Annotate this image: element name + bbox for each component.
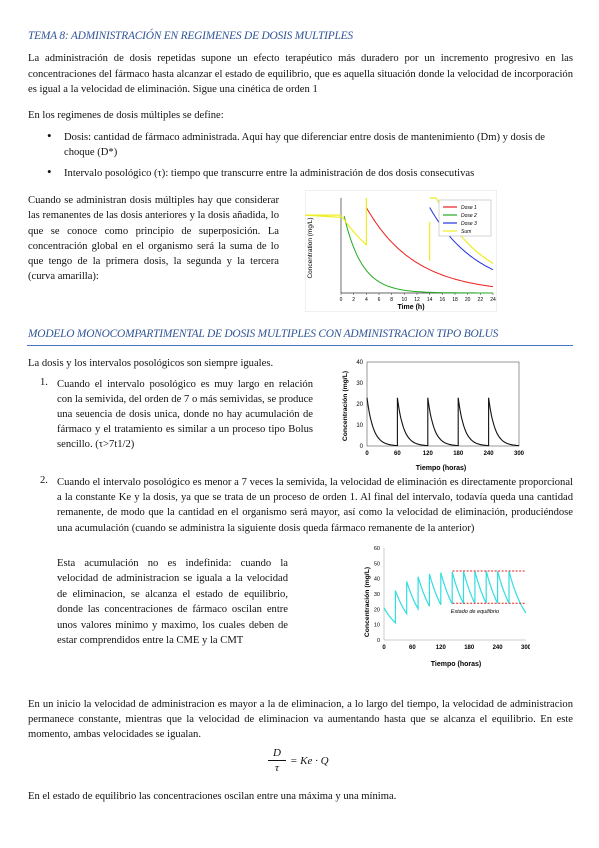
accumulation-chart: 0 10 20 30 40 50 60 0 60 120 180 240 300 Estado de eq… bbox=[364, 546, 530, 668]
x-tick-label: 240 bbox=[493, 645, 504, 651]
item-number: 2. bbox=[40, 475, 48, 486]
final-paragraph: En el estado de equilibrio las concentra… bbox=[28, 791, 397, 802]
y-tick-label: 30 bbox=[356, 381, 363, 387]
x-tick-label: 180 bbox=[464, 645, 475, 651]
fraction-bar bbox=[268, 760, 286, 761]
x-tick-label: 60 bbox=[394, 451, 401, 457]
heading-tema-8: TEMA 8: ADMINISTRACIÓN EN REGIMENES DE D… bbox=[28, 30, 353, 42]
intro-paragraph: La administración de dosis repetidas sup… bbox=[28, 53, 573, 96]
item-number: 1. bbox=[40, 377, 48, 388]
y-tick-label: 20 bbox=[356, 402, 363, 408]
y-tick-label: 20 bbox=[374, 607, 380, 613]
x-tick-label: 300 bbox=[514, 451, 525, 457]
legend-box bbox=[438, 199, 492, 237]
x-tick-label: 4 bbox=[365, 297, 368, 303]
x-axis-label: Time (h) bbox=[397, 304, 424, 311]
x-tick-label: 240 bbox=[484, 451, 495, 457]
x-tick-label: 22 bbox=[478, 297, 484, 303]
y-tick-label: 50 bbox=[374, 561, 380, 567]
formula-numerator: D bbox=[273, 747, 281, 759]
x-tick-label: 300 bbox=[521, 645, 530, 651]
legend-entry: Dose 2 bbox=[461, 213, 477, 219]
x-tick-label: 14 bbox=[427, 297, 433, 303]
series-sum-initial bbox=[305, 214, 367, 246]
bullet-marker: • bbox=[47, 164, 52, 179]
y-tick-label: 40 bbox=[356, 360, 363, 366]
x-tick-label: 0 bbox=[340, 297, 343, 303]
x-tick-label: 0 bbox=[365, 451, 369, 457]
accumulation-series bbox=[383, 570, 527, 625]
item-2-text: Cuando el intervalo posológico es menor … bbox=[57, 477, 573, 534]
bullet-intervalo: Intervalo posológico (τ): tiempo que tra… bbox=[64, 168, 475, 179]
formula-fraction: D τ bbox=[268, 747, 286, 774]
y-tick-label: 0 bbox=[360, 444, 364, 450]
x-tick-label: 60 bbox=[409, 645, 416, 651]
x-tick-label: 18 bbox=[452, 297, 458, 303]
heading-modelo-bolus: MODELO MONOCOMPARTIMENTAL DE DOSIS MULTI… bbox=[28, 328, 499, 340]
x-tick-label: 180 bbox=[453, 451, 464, 457]
bolus-chart: 0 10 20 30 40 0 60 120 180 240 300 Concentración (… bbox=[342, 360, 525, 472]
x-tick-label: 120 bbox=[423, 451, 434, 457]
indefinite-paragraph: Esta acumulación no es indefinida: cuand… bbox=[57, 558, 288, 647]
x-tick-label: 16 bbox=[440, 297, 446, 303]
bullet-marker: • bbox=[47, 128, 52, 143]
series-dose-1 bbox=[365, 207, 494, 288]
plot-frame bbox=[366, 361, 520, 447]
x-tick-label: 6 bbox=[378, 297, 381, 303]
y-axis-label: Concentración (mg/L) bbox=[364, 567, 371, 637]
x-tick-label: 120 bbox=[436, 645, 447, 651]
superposition-paragraph: Cuando se administran dosis múltiples ha… bbox=[28, 195, 279, 283]
y-tick-label: 60 bbox=[374, 546, 380, 552]
legend-entry: Sum bbox=[461, 229, 471, 235]
y-tick-label: 30 bbox=[374, 592, 380, 598]
y-tick-label: 40 bbox=[374, 577, 380, 583]
y-axis-label: Concentración (mg/L) bbox=[342, 371, 349, 441]
y-tick-label: 0 bbox=[377, 638, 380, 644]
velocity-paragraph: En un inicio la velocidad de administrac… bbox=[28, 699, 573, 741]
y-tick-label: 10 bbox=[374, 623, 380, 629]
formula-denominator: τ bbox=[275, 762, 279, 774]
steady-state-annotation: Estado de equilibrio bbox=[451, 609, 499, 615]
item-1-text: Cuando el intervalo posológico es muy la… bbox=[57, 379, 313, 451]
bullet-dosis: Dosis: cantidad de fármaco administrada.… bbox=[64, 132, 545, 159]
same-dose-line: La dosis y los intervalos posológicos so… bbox=[28, 358, 274, 369]
x-tick-label: 2 bbox=[352, 297, 355, 303]
x-tick-label: 10 bbox=[402, 297, 408, 303]
x-tick-label: 24 bbox=[490, 297, 496, 303]
x-tick-label: 0 bbox=[382, 645, 386, 651]
legend-entry: Dose 1 bbox=[461, 205, 477, 211]
formula-rhs: = Ke · Q bbox=[290, 755, 329, 767]
bolus-series bbox=[366, 397, 519, 447]
x-tick-label: 8 bbox=[390, 297, 393, 303]
x-axis-label: Tiempo (horas) bbox=[416, 465, 466, 472]
heading-underline bbox=[27, 345, 573, 346]
x-tick-label: 12 bbox=[414, 297, 420, 303]
legend-entry: Dose 3 bbox=[461, 221, 477, 227]
y-tick-label: 10 bbox=[356, 423, 363, 429]
defines-line: En los regimenes de dosis múltiples se d… bbox=[28, 110, 224, 121]
x-tick-label: 20 bbox=[465, 297, 471, 303]
x-axis-label: Tiempo (horas) bbox=[431, 661, 481, 668]
y-axis-label: Concentration (mg/L) bbox=[307, 217, 314, 278]
series-dose-2 bbox=[343, 215, 493, 294]
